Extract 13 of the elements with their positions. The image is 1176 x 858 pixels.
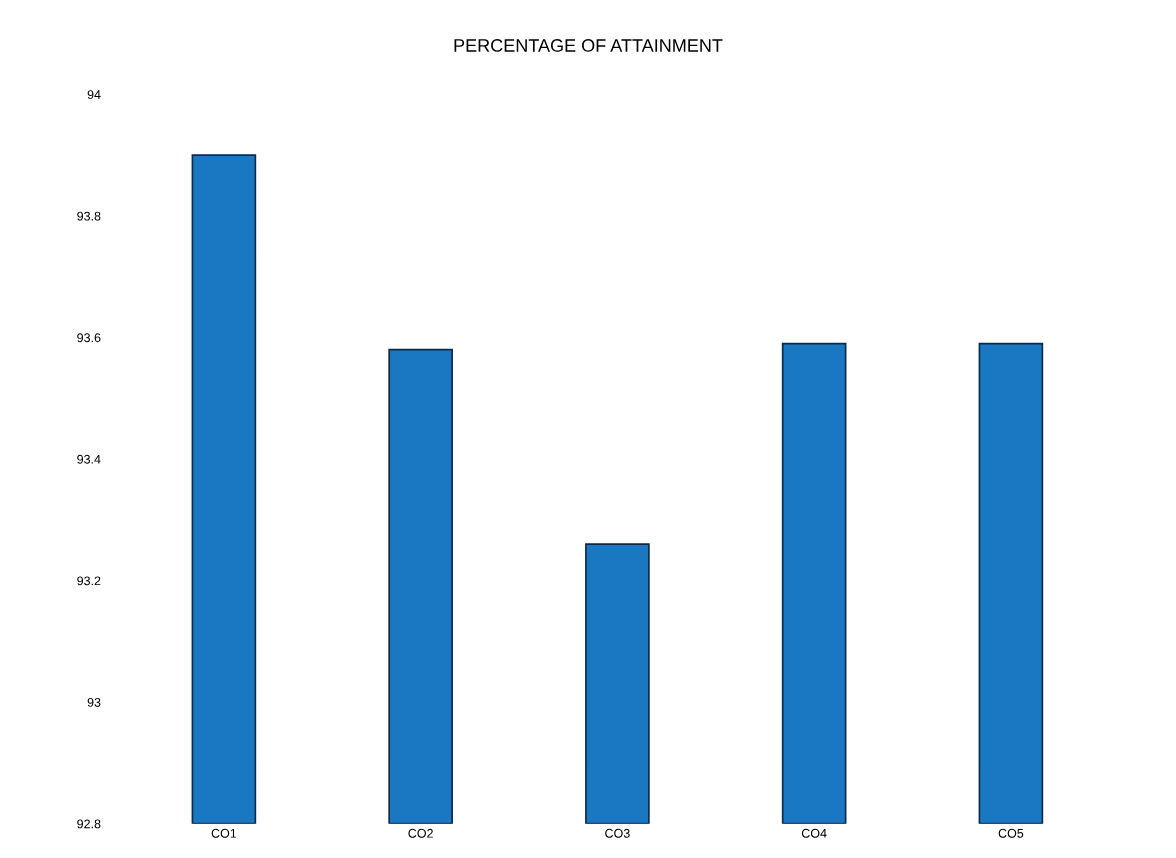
y-tick-label: 93: [87, 697, 101, 707]
y-tick-label: 94: [87, 90, 101, 100]
x-tick-label: CO5: [998, 828, 1024, 838]
y-tick-label: 93.2: [77, 576, 101, 586]
y-tick-label: 93.4: [77, 454, 101, 464]
x-tick-label: CO2: [408, 828, 433, 838]
y-tick-label: 93.6: [77, 333, 101, 343]
x-tick-label: CO4: [801, 828, 827, 838]
y-tick-label: 93.8: [77, 211, 101, 221]
y-tick-label: 92.8: [77, 819, 101, 829]
chart-title: PERCENTAGE OF ATTAINMENT: [454, 39, 723, 52]
x-tick-label: CO1: [211, 828, 237, 838]
x-tick-label: CO3: [605, 828, 630, 838]
